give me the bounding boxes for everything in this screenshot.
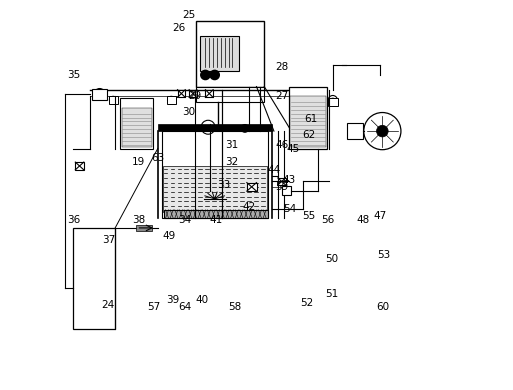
- Text: 34: 34: [178, 215, 191, 225]
- Text: 29: 29: [188, 91, 201, 101]
- Text: 27: 27: [275, 91, 288, 101]
- Circle shape: [377, 125, 388, 137]
- Text: 42: 42: [242, 202, 255, 212]
- Text: 51: 51: [325, 289, 339, 299]
- Text: 53: 53: [378, 250, 391, 260]
- Text: 40: 40: [196, 294, 209, 305]
- Text: 41: 41: [209, 215, 223, 225]
- Bar: [205, 90, 213, 98]
- Bar: [328, 98, 338, 106]
- Text: 46: 46: [275, 140, 288, 150]
- Text: 30: 30: [182, 107, 195, 117]
- Text: 39: 39: [167, 294, 180, 305]
- Text: 36: 36: [67, 215, 81, 225]
- Bar: [136, 225, 152, 230]
- Text: 50: 50: [325, 254, 339, 264]
- Text: 60: 60: [376, 302, 389, 312]
- Text: 59: 59: [275, 182, 288, 192]
- Text: 47: 47: [374, 211, 387, 221]
- Text: 56: 56: [322, 215, 335, 225]
- Bar: [162, 131, 268, 218]
- Text: 43: 43: [283, 174, 296, 184]
- Bar: [163, 166, 267, 213]
- Bar: [201, 36, 239, 71]
- Bar: [289, 87, 327, 149]
- Text: 26: 26: [172, 23, 186, 34]
- Text: 55: 55: [302, 211, 315, 221]
- Bar: [196, 87, 264, 102]
- Bar: [75, 162, 84, 170]
- Bar: [278, 178, 286, 185]
- Text: 52: 52: [300, 298, 313, 308]
- Text: 54: 54: [283, 204, 296, 214]
- Text: 63: 63: [151, 153, 164, 163]
- Text: 49: 49: [163, 230, 176, 241]
- Bar: [196, 21, 264, 87]
- Text: 35: 35: [67, 70, 81, 80]
- Bar: [109, 96, 119, 104]
- Bar: [177, 90, 185, 98]
- Bar: [282, 186, 291, 195]
- Text: 25: 25: [182, 10, 195, 20]
- Text: 62: 62: [302, 130, 315, 140]
- Text: 28: 28: [275, 62, 288, 72]
- Bar: [167, 96, 176, 104]
- Text: 57: 57: [147, 302, 161, 312]
- Text: 64: 64: [178, 302, 191, 312]
- Text: 37: 37: [102, 234, 115, 245]
- Bar: [290, 96, 326, 147]
- Text: 61: 61: [304, 115, 318, 124]
- Text: 19: 19: [132, 157, 145, 167]
- Bar: [122, 108, 151, 147]
- Bar: [158, 124, 272, 131]
- Text: 44: 44: [267, 165, 281, 175]
- Text: 32: 32: [225, 157, 238, 167]
- Text: 24: 24: [101, 300, 114, 310]
- Bar: [189, 90, 197, 98]
- Bar: [247, 183, 256, 191]
- Bar: [92, 89, 107, 100]
- Text: 33: 33: [217, 180, 230, 190]
- Text: 31: 31: [225, 140, 238, 150]
- Text: 38: 38: [132, 215, 145, 225]
- Circle shape: [201, 70, 210, 80]
- Bar: [120, 98, 153, 149]
- Text: 48: 48: [357, 215, 369, 225]
- Bar: [72, 228, 115, 329]
- Bar: [347, 123, 363, 139]
- Text: 58: 58: [229, 302, 242, 312]
- Text: 45: 45: [287, 144, 300, 154]
- Bar: [164, 210, 268, 218]
- Circle shape: [210, 70, 220, 80]
